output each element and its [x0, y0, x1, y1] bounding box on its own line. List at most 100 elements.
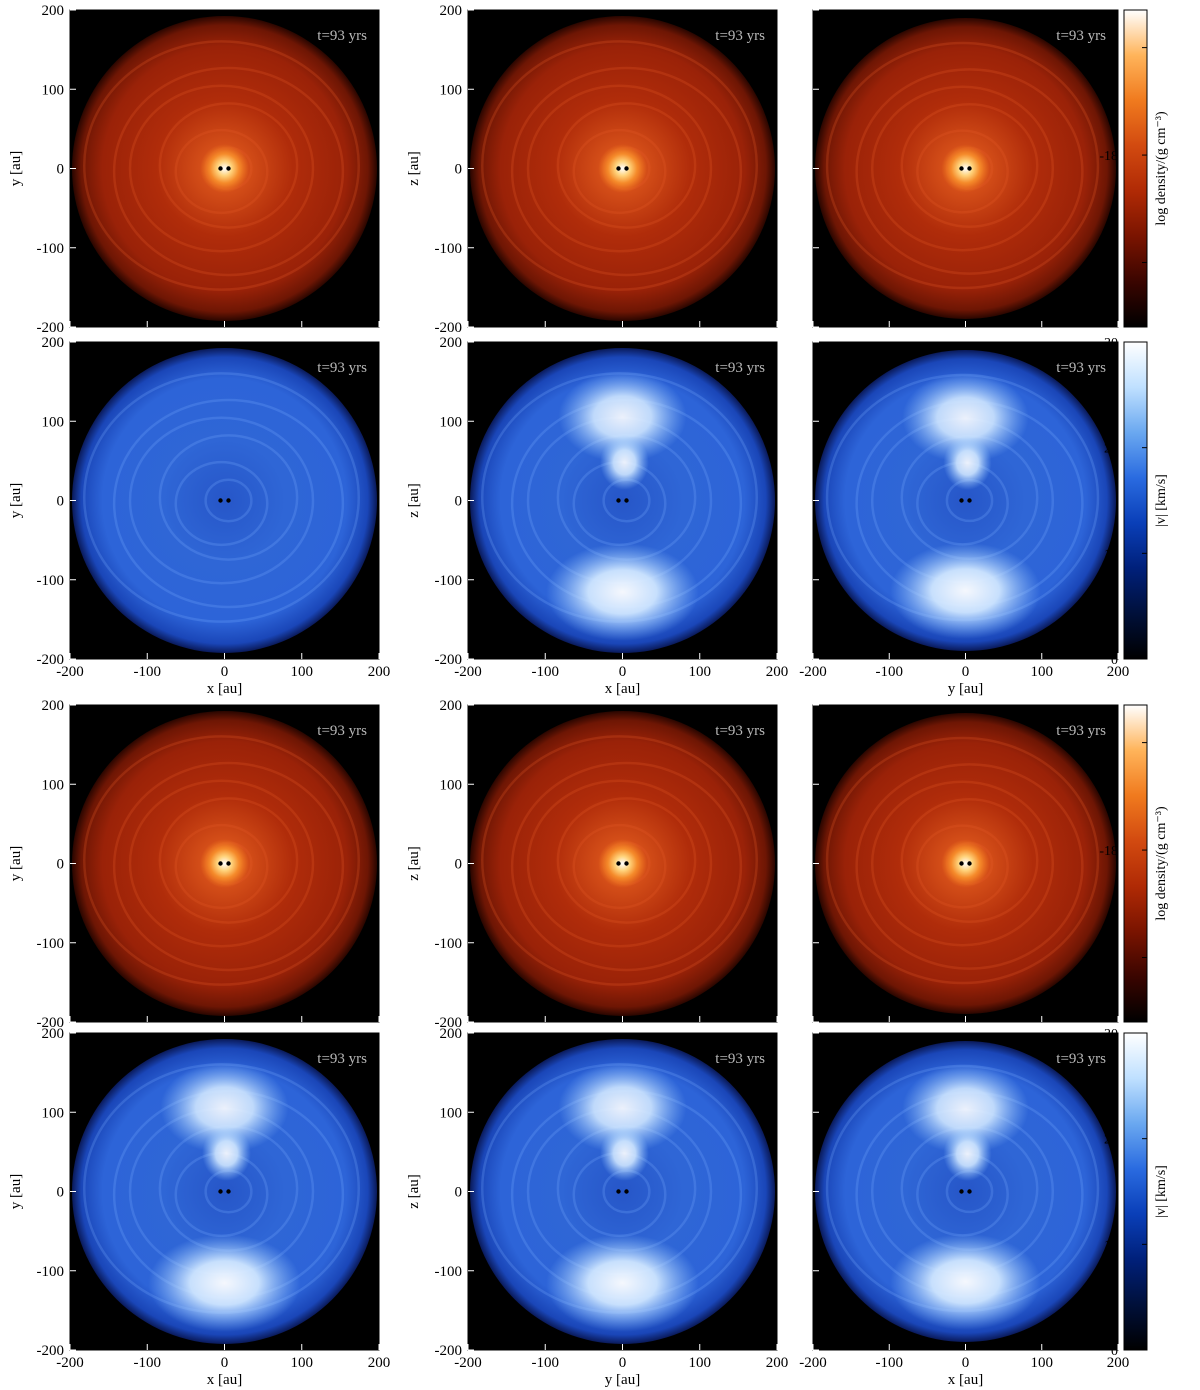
time-label: t=93 yrs [1056, 360, 1106, 376]
x-tick-label: -200 [799, 1355, 827, 1371]
y-axis-label: y [au] [8, 483, 24, 518]
y-tick-label: 0 [57, 494, 65, 510]
colorbar-tick-label: 20 [1104, 1133, 1118, 1148]
y-tick-label: -200 [37, 1343, 65, 1359]
y-tick-label: -200 [435, 320, 463, 336]
x-tick-label: -200 [454, 664, 482, 680]
sink-particle [218, 861, 223, 866]
colorbar-tick-label: 20 [1104, 442, 1118, 457]
sink-particle [959, 861, 964, 866]
sink-particle [967, 861, 972, 866]
x-tick-label: 100 [1031, 1355, 1054, 1371]
colorbar-label: |v| [km/s] [1154, 1165, 1169, 1218]
sink-particle [967, 498, 972, 503]
time-label: t=93 yrs [317, 28, 367, 44]
y-tick-label: -100 [435, 936, 463, 952]
colorbar-tick-label: -16 [1099, 737, 1118, 752]
x-tick-label: -200 [454, 1355, 482, 1371]
outflow-lobe-lower [546, 1234, 699, 1332]
colorbar-label: log density/(g cm⁻³) [1154, 806, 1169, 921]
velocity-disk-image [72, 1039, 377, 1344]
x-tick-label: 200 [368, 664, 391, 680]
sink-particle [624, 166, 629, 171]
colorbar-label: log density/(g cm⁻³) [1154, 111, 1169, 226]
panel-density-r0c2: t=93 yrs [812, 9, 1119, 328]
colorbar-tick-label: -18 [1099, 844, 1118, 859]
colorbar-tick-label: 30 [1104, 1027, 1118, 1042]
panel-density-r0c0: -200 -100 0 100 200 y [au] t=93 yrs [8, 3, 380, 336]
panel-density-r2c2: t=93 yrs [812, 704, 1119, 1023]
sink-particle [226, 1189, 231, 1194]
y-tick-label: -100 [435, 1264, 463, 1280]
x-tick-label: 0 [221, 1355, 229, 1371]
x-tick-label: -200 [799, 664, 827, 680]
sink-particle [624, 498, 629, 503]
sink-particle [218, 166, 223, 171]
outflow-lobe-upper [902, 372, 1029, 463]
y-tick-label: 100 [440, 1105, 463, 1121]
y-tick-label: -100 [435, 573, 463, 589]
x-tick-label: -100 [532, 664, 560, 680]
velocity-disk-image [470, 1039, 775, 1344]
sink-particle [226, 498, 231, 503]
outflow-lobe-lower [890, 542, 1041, 639]
x-axis-label: x [au] [948, 1372, 983, 1388]
x-tick-label: 200 [766, 1355, 789, 1371]
outflow-lobe-upper [902, 1063, 1029, 1154]
y-tick-label: 100 [440, 82, 463, 98]
y-tick-label: 0 [57, 162, 65, 178]
panel-velocity-r3c0: -200-200 -100 -100 0 0 100 100 200 200 y [au] x [a… [8, 1026, 390, 1388]
colorbar-tick-label: 0 [1111, 653, 1118, 668]
sink-particle [959, 1189, 964, 1194]
x-tick-label: 100 [689, 664, 712, 680]
sink-particle [226, 861, 231, 866]
velocity-disk-image [72, 348, 377, 653]
y-tick-label: 200 [440, 1026, 463, 1042]
sink-particle [616, 1189, 621, 1194]
y-tick-label: 0 [455, 494, 463, 510]
y-tick-label: 200 [42, 3, 65, 19]
time-label: t=93 yrs [715, 1051, 765, 1067]
y-axis-label: y [au] [8, 1174, 24, 1209]
y-axis-label: y [au] [8, 151, 24, 186]
y-tick-label: -200 [37, 652, 65, 668]
sink-particle [967, 1189, 972, 1194]
y-tick-label: -200 [37, 1015, 65, 1031]
sink-particle [624, 861, 629, 866]
sink-particle [616, 498, 621, 503]
y-axis-label: y [au] [8, 846, 24, 881]
x-tick-label: 0 [619, 1355, 627, 1371]
velocity-colorbar: 30 20 10 0 |v| [km/s] [1104, 336, 1169, 668]
time-label: t=93 yrs [317, 723, 367, 739]
x-axis-label: y [au] [948, 681, 983, 697]
y-tick-label: 0 [57, 857, 65, 873]
y-axis-label: z [au] [406, 151, 422, 186]
sink-particle [616, 166, 621, 171]
y-tick-label: -200 [435, 1015, 463, 1031]
density-core [941, 839, 990, 888]
x-tick-label: 200 [1107, 664, 1130, 680]
time-label: t=93 yrs [317, 360, 367, 376]
y-tick-label: 200 [42, 335, 65, 351]
y-tick-label: 100 [42, 82, 65, 98]
velocity-disk-image [470, 348, 775, 653]
time-label: t=93 yrs [1056, 28, 1106, 44]
y-tick-label: 0 [57, 1185, 65, 1201]
velocity-disk-image [815, 1041, 1116, 1342]
y-tick-label: 200 [440, 3, 463, 19]
time-label: t=93 yrs [715, 723, 765, 739]
colorbar-tick-label: 0 [1111, 1344, 1118, 1359]
y-tick-label: 200 [42, 1026, 65, 1042]
y-axis-label: z [au] [406, 483, 422, 518]
colorbar-tick-label: 10 [1104, 1238, 1118, 1253]
outflow-lobe-lower [148, 1234, 301, 1332]
colorbar-tick-label: 10 [1104, 547, 1118, 562]
panel-velocity-r3c1: -200-200 -100 -100 0 0 100 100 200 200 z [au] y [a… [406, 1026, 788, 1388]
x-tick-label: 0 [221, 664, 229, 680]
x-tick-label: 200 [766, 664, 789, 680]
x-tick-label: 200 [368, 1355, 391, 1371]
x-tick-label: -100 [876, 664, 904, 680]
panel-density-r2c1: -200 -100 0 100 200 z [au] t=93 yrs [406, 698, 778, 1031]
